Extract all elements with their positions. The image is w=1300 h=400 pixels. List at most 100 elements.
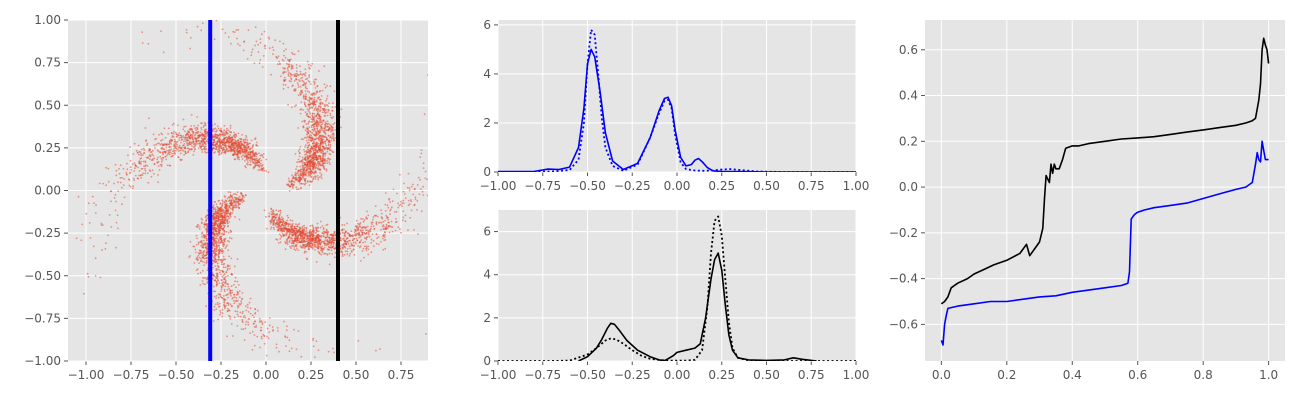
scatter-point xyxy=(392,188,395,191)
scatter-point xyxy=(227,296,229,299)
scatter-point xyxy=(319,146,322,149)
scatter-point xyxy=(205,254,208,257)
scatter-point xyxy=(365,226,368,229)
scatter-point xyxy=(179,152,182,155)
scatter-point xyxy=(108,214,111,216)
scatter-point xyxy=(324,237,327,239)
scatter-point xyxy=(343,245,346,248)
scatter-point xyxy=(324,124,327,126)
scatter-point xyxy=(213,128,216,131)
scatter-point xyxy=(409,216,412,219)
scatter-point xyxy=(311,247,314,250)
scatter-point xyxy=(100,224,103,226)
scatter-point xyxy=(107,167,110,170)
scatter-point xyxy=(305,238,308,241)
scatter-point xyxy=(200,145,203,148)
scatter-point xyxy=(324,115,326,117)
scatter-point xyxy=(311,120,314,123)
scatter-point xyxy=(213,295,216,298)
scatter-point xyxy=(216,142,218,145)
scatter-point xyxy=(296,82,299,84)
scatter-point xyxy=(394,221,397,224)
scatter-point xyxy=(184,140,187,143)
scatter-point xyxy=(247,29,250,32)
scatter-point xyxy=(133,142,136,145)
scatter-point xyxy=(323,241,326,243)
scatter-point xyxy=(119,164,122,167)
scatter-point xyxy=(354,234,357,237)
y-tick-label: −0.25 xyxy=(24,226,61,240)
scatter-point xyxy=(196,127,199,130)
scatter-point xyxy=(276,63,279,66)
scatter-point xyxy=(221,199,224,202)
scatter-point xyxy=(230,201,232,204)
scatter-point xyxy=(217,296,220,299)
scatter-point xyxy=(231,291,234,294)
scatter-point xyxy=(314,226,317,229)
scatter-point xyxy=(173,146,176,149)
scatter-point xyxy=(229,139,232,142)
scatter-point xyxy=(236,191,239,194)
scatter-point xyxy=(284,248,287,251)
scatter-point xyxy=(316,85,319,88)
scatter-point xyxy=(131,187,134,190)
scatter-point xyxy=(215,274,218,277)
scatter-point xyxy=(308,116,311,119)
scatter-point xyxy=(326,120,329,123)
scatter-point xyxy=(253,316,255,319)
scatter-point xyxy=(231,195,234,197)
scatter-point xyxy=(278,350,280,353)
scatter-point xyxy=(228,288,231,290)
scatter-point xyxy=(316,91,319,94)
scatter-point xyxy=(305,227,308,230)
scatter-point xyxy=(305,257,308,260)
scatter-point xyxy=(352,248,355,251)
scatter-point xyxy=(295,78,297,80)
scatter-point xyxy=(263,45,266,48)
scatter-point xyxy=(372,218,374,221)
scatter-point xyxy=(195,129,198,132)
scatter-point xyxy=(218,271,221,274)
scatter-point xyxy=(326,150,329,153)
scatter-point xyxy=(341,255,344,258)
scatter-point xyxy=(362,247,365,250)
scatter-point xyxy=(218,258,221,261)
scatter-point xyxy=(426,194,428,197)
scatter-point xyxy=(285,227,288,230)
scatter-point xyxy=(217,134,220,137)
scatter-point xyxy=(205,257,208,259)
scatter-point xyxy=(346,237,349,239)
scatter-point xyxy=(326,253,329,256)
scatter-point xyxy=(410,209,413,212)
scatter-point xyxy=(301,235,304,238)
scatter-point xyxy=(423,113,426,116)
scatter-point xyxy=(327,134,330,137)
scatter-point xyxy=(346,240,349,243)
scatter-point xyxy=(344,232,346,235)
scatter-point xyxy=(376,237,379,240)
scatter-point xyxy=(227,267,229,270)
scatter-point xyxy=(142,172,145,175)
scatter-point xyxy=(258,317,261,320)
scatter-point xyxy=(298,152,301,154)
scatter-point xyxy=(303,247,306,250)
scatter-point xyxy=(240,138,243,141)
scatter-point xyxy=(151,169,154,172)
scatter-point xyxy=(226,219,229,222)
scatter-point xyxy=(221,282,224,285)
scatter-point xyxy=(177,150,180,152)
scatter-point xyxy=(290,66,293,69)
scatter-point xyxy=(147,181,150,184)
scatter-point xyxy=(319,118,322,121)
scatter-point xyxy=(275,222,278,225)
scatter-point xyxy=(399,228,401,231)
scatter-point xyxy=(293,328,295,331)
scatter-point xyxy=(297,50,300,53)
scatter-point xyxy=(292,187,294,189)
scatter-point xyxy=(113,182,115,185)
scatter-point xyxy=(144,172,147,175)
scatter-point xyxy=(326,238,329,241)
scatter-point xyxy=(259,157,261,160)
scatter-point xyxy=(366,236,369,238)
